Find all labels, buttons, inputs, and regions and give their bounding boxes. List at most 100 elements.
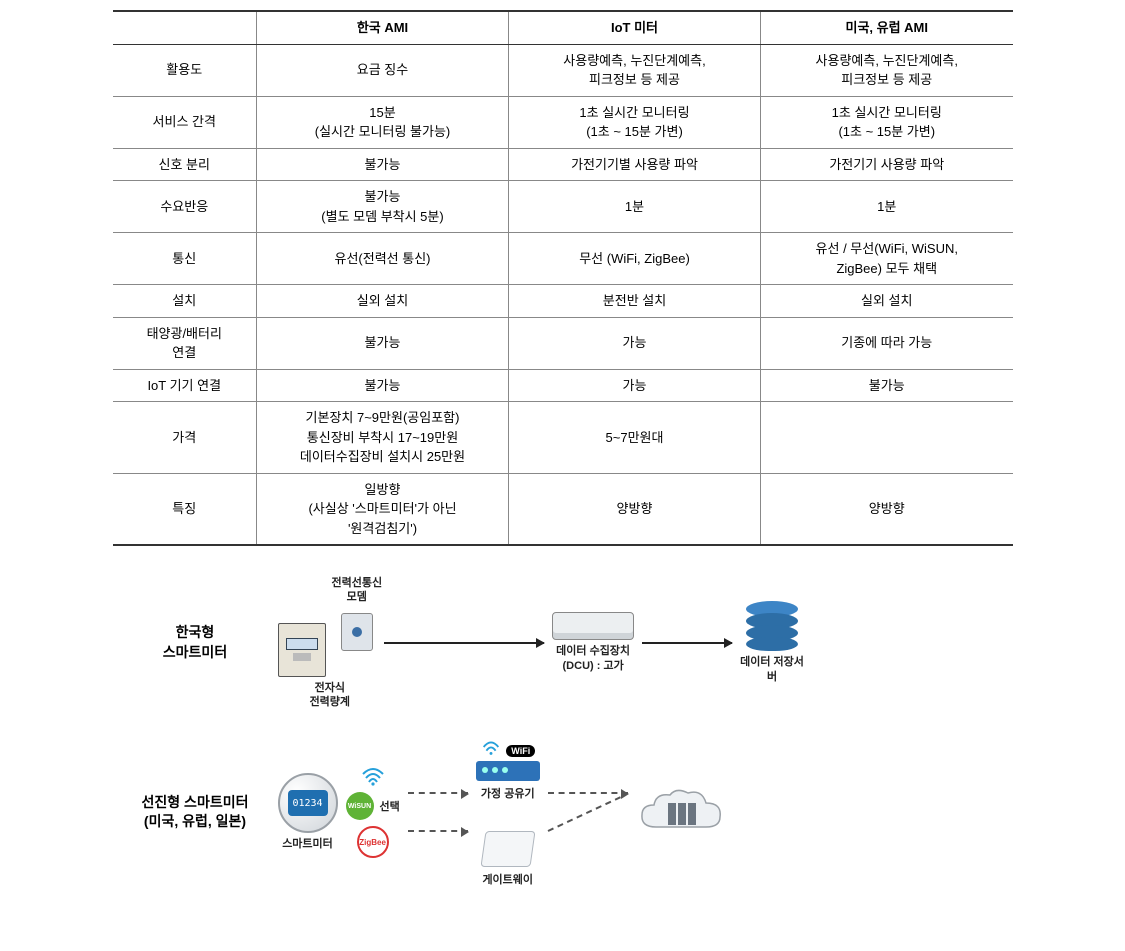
- cell: 가전기기 사용량 파악: [761, 148, 1013, 181]
- dcu-label: 데이터 수집장치 (DCU) : 고가: [556, 644, 630, 673]
- table-body: 활용도요금 징수사용량예측, 누진단계예측, 피크정보 등 제공사용량예측, 누…: [113, 44, 1013, 545]
- db-block: 데이터 저장서 버: [740, 601, 804, 684]
- wifi-icon: [361, 766, 385, 786]
- header-col-1: 한국 AMI: [257, 11, 509, 44]
- cell: 1초 실시간 모니터링 (1초 ~ 15분 가변): [761, 96, 1013, 148]
- wisun-text: WiSUN: [348, 803, 371, 810]
- arrow-icon: [642, 642, 732, 644]
- diagram-area: 한국형 스마트미터 전력선통신 모뎀 전자식 전력량계: [113, 576, 1013, 887]
- smartmeter-block: 01234 스마트미터: [278, 773, 338, 851]
- header-blank: [113, 11, 257, 44]
- dash-arrow-icon: [408, 792, 468, 794]
- diagram-title-kr: 한국형 스마트미터: [113, 623, 278, 662]
- path-split: [408, 792, 468, 832]
- cell: 사용량예측, 누진단계예측, 피크정보 등 제공: [509, 44, 761, 96]
- row-label: 수요반응: [113, 181, 257, 233]
- wifi-small-icon: [480, 737, 502, 757]
- dcu-icon: [552, 612, 634, 640]
- cell: 불가능: [257, 317, 509, 369]
- header-col-3: 미국, 유럽 AMI: [761, 11, 1013, 44]
- cell: 가전기기별 사용량 파악: [509, 148, 761, 181]
- cell: 불가능: [257, 148, 509, 181]
- zigbee-icon: ZigBee: [357, 826, 389, 858]
- cell: 불가능: [257, 369, 509, 402]
- header-col-2: IoT 미터: [509, 11, 761, 44]
- cell: 15분 (실시간 모니터링 불가능): [257, 96, 509, 148]
- diagram-row-adv: 선진형 스마트미터 (미국, 유럽, 일본) 01234 스마트미터: [113, 737, 1013, 887]
- dash-arrow-icon: [408, 830, 468, 832]
- meter-label: 전자식 전력량계: [310, 681, 350, 710]
- cell: 가능: [509, 317, 761, 369]
- arrow-icon: [384, 642, 544, 644]
- cloud-block: [636, 787, 726, 837]
- dash-line-icon: [547, 796, 620, 832]
- row-label: 가격: [113, 402, 257, 474]
- row-label: 태양광/배터리 연결: [113, 317, 257, 369]
- cell: 일방향 (사실상 '스마트미터'가 아닌 '원격검침기'): [257, 473, 509, 545]
- row-label: 통신: [113, 233, 257, 285]
- cell: 분전반 설치: [509, 285, 761, 318]
- cell: 5~7만원대: [509, 402, 761, 474]
- cell: 사용량예측, 누진단계예측, 피크정보 등 제공: [761, 44, 1013, 96]
- meter-block: 전력선통신 모뎀 전자식 전력량계: [278, 576, 383, 709]
- table-row: 서비스 간격15분 (실시간 모니터링 불가능)1초 실시간 모니터링 (1초 …: [113, 96, 1013, 148]
- table-header-row: 한국 AMI IoT 미터 미국, 유럽 AMI: [113, 11, 1013, 44]
- row-label: 신호 분리: [113, 148, 257, 181]
- comparison-table: 한국 AMI IoT 미터 미국, 유럽 AMI 활용도요금 징수사용량예측, …: [113, 10, 1013, 546]
- wisun-icon: WiSUN: [346, 792, 374, 820]
- table-row: 수요반응불가능 (별도 모뎀 부착시 5분)1분1분: [113, 181, 1013, 233]
- table-row: 신호 분리불가능가전기기별 사용량 파악가전기기 사용량 파악: [113, 148, 1013, 181]
- cell: [761, 402, 1013, 474]
- smartmeter-label: 스마트미터: [282, 837, 333, 851]
- row-label: 설치: [113, 285, 257, 318]
- cell: 1초 실시간 모니터링 (1초 ~ 15분 가변): [509, 96, 761, 148]
- cell: 양방향: [761, 473, 1013, 545]
- dash-arrow-icon: [548, 792, 628, 794]
- cell: 실외 설치: [257, 285, 509, 318]
- table-row: 설치실외 설치분전반 설치실외 설치: [113, 285, 1013, 318]
- row-label: 서비스 간격: [113, 96, 257, 148]
- diagram-body-kr: 전력선통신 모뎀 전자식 전력량계 데이터 수집장치 (DCU) : 고가: [278, 576, 1013, 709]
- modem-label: 전력선통신 모뎀: [332, 576, 383, 605]
- cell: 무선 (WiFi, ZigBee): [509, 233, 761, 285]
- dcu-block: 데이터 수집장치 (DCU) : 고가: [552, 612, 634, 673]
- cell: 유선 / 무선(WiFi, WiSUN, ZigBee) 모두 채택: [761, 233, 1013, 285]
- diagram-row-kr: 한국형 스마트미터 전력선통신 모뎀 전자식 전력량계: [113, 576, 1013, 709]
- diagram-title-adv: 선진형 스마트미터 (미국, 유럽, 일본): [113, 793, 278, 832]
- router-icon: [476, 761, 540, 781]
- smartmeter-lcd: 01234: [288, 790, 328, 816]
- cell: 기본장치 7~9만원(공임포함) 통신장비 부착시 17~19만원 데이터수집장…: [257, 402, 509, 474]
- row-label: 특징: [113, 473, 257, 545]
- zigbee-text: ZigBee: [359, 838, 386, 847]
- cell: 불가능 (별도 모뎀 부착시 5분): [257, 181, 509, 233]
- smartmeter-icon: 01234: [278, 773, 338, 833]
- modem-icon: [341, 613, 373, 651]
- table-row: IoT 기기 연결불가능가능불가능: [113, 369, 1013, 402]
- gateway-icon: [480, 831, 535, 867]
- path-merge: [548, 792, 628, 832]
- diagram-body-adv: 01234 스마트미터 WiSUN 선택 ZigBee: [278, 737, 1013, 887]
- router-gateway-col: WiFi 가정 공유기 게이트웨이: [476, 737, 540, 887]
- meter-icon: [278, 623, 326, 677]
- select-label: 선택: [380, 798, 400, 814]
- gateway-block: 게이트웨이: [482, 831, 533, 887]
- cell: 기종에 따라 가능: [761, 317, 1013, 369]
- cell: 유선(전력선 통신): [257, 233, 509, 285]
- table-row: 통신유선(전력선 통신)무선 (WiFi, ZigBee)유선 / 무선(WiF…: [113, 233, 1013, 285]
- router-label: 가정 공유기: [481, 785, 535, 801]
- cell: 불가능: [761, 369, 1013, 402]
- cell: 1분: [761, 181, 1013, 233]
- db-label: 데이터 저장서 버: [740, 655, 804, 684]
- table-row: 태양광/배터리 연결불가능가능기종에 따라 가능: [113, 317, 1013, 369]
- gateway-label: 게이트웨이: [482, 871, 533, 887]
- protocol-block: WiSUN 선택 ZigBee: [346, 766, 400, 858]
- router-block: WiFi 가정 공유기: [476, 737, 540, 801]
- cell: 양방향: [509, 473, 761, 545]
- cell: 가능: [509, 369, 761, 402]
- database-icon: [746, 601, 798, 651]
- table-row: 특징일방향 (사실상 '스마트미터'가 아닌 '원격검침기')양방향양방향: [113, 473, 1013, 545]
- table-row: 가격기본장치 7~9만원(공임포함) 통신장비 부착시 17~19만원 데이터수…: [113, 402, 1013, 474]
- cell: 실외 설치: [761, 285, 1013, 318]
- cloud-server-icon: [636, 787, 726, 837]
- table-row: 활용도요금 징수사용량예측, 누진단계예측, 피크정보 등 제공사용량예측, 누…: [113, 44, 1013, 96]
